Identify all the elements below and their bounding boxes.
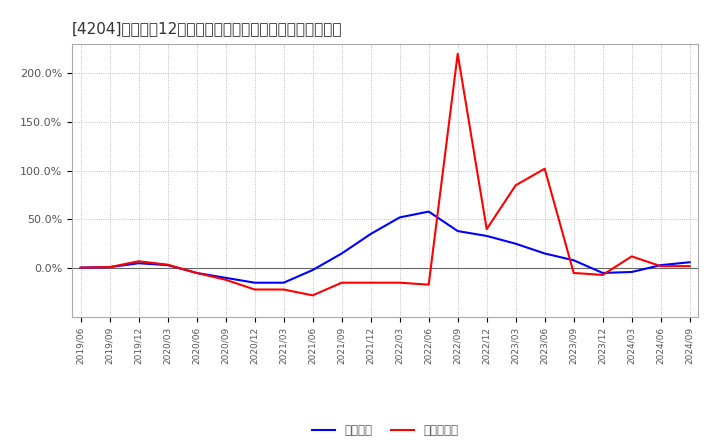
- 当期純利益: [192, 270, 201, 275]
- 当期純利益: [395, 280, 404, 286]
- 当期純利益: [76, 265, 85, 270]
- 経常利益: [395, 215, 404, 220]
- Line: 経常利益: 経常利益: [81, 212, 690, 283]
- 経常利益: [105, 264, 114, 270]
- 当期純利益: [454, 51, 462, 56]
- 当期純利益: [366, 280, 375, 286]
- 当期純利益: [685, 264, 694, 269]
- 当期純利益: [657, 264, 665, 269]
- 経常利益: [511, 241, 520, 246]
- 経常利益: [221, 275, 230, 280]
- 当期純利益: [424, 282, 433, 287]
- 経常利益: [541, 251, 549, 256]
- 当期純利益: [308, 293, 317, 298]
- 経常利益: [570, 258, 578, 263]
- 当期純利益: [570, 270, 578, 275]
- 経常利益: [308, 268, 317, 273]
- 経常利益: [135, 260, 143, 266]
- Line: 当期純利益: 当期純利益: [81, 54, 690, 295]
- 当期純利益: [221, 277, 230, 282]
- 経常利益: [627, 269, 636, 275]
- 経常利益: [192, 270, 201, 275]
- 当期純利益: [251, 287, 259, 292]
- 当期純利益: [338, 280, 346, 286]
- 当期純利益: [627, 254, 636, 259]
- 当期純利益: [598, 272, 607, 278]
- 経常利益: [598, 270, 607, 275]
- 当期純利益: [163, 262, 172, 268]
- 経常利益: [338, 251, 346, 256]
- 経常利益: [657, 263, 665, 268]
- 当期純利益: [279, 287, 288, 292]
- 経常利益: [76, 265, 85, 270]
- 当期純利益: [541, 166, 549, 171]
- 経常利益: [163, 263, 172, 268]
- 当期純利益: [135, 259, 143, 264]
- 当期純利益: [482, 227, 491, 232]
- Text: [4204]　利益だ12か月移動合計の対前年同期増減率の推移: [4204] 利益だ12か月移動合計の対前年同期増減率の推移: [72, 21, 343, 36]
- 経常利益: [366, 231, 375, 237]
- 当期純利益: [105, 264, 114, 270]
- 経常利益: [454, 228, 462, 234]
- 当期純利益: [511, 183, 520, 188]
- 経常利益: [279, 280, 288, 286]
- 経常利益: [482, 233, 491, 238]
- 経常利益: [424, 209, 433, 214]
- 経常利益: [251, 280, 259, 286]
- 経常利益: [685, 260, 694, 265]
- Legend: 経常利益, 当期純利益: 経常利益, 当期純利益: [307, 419, 464, 440]
